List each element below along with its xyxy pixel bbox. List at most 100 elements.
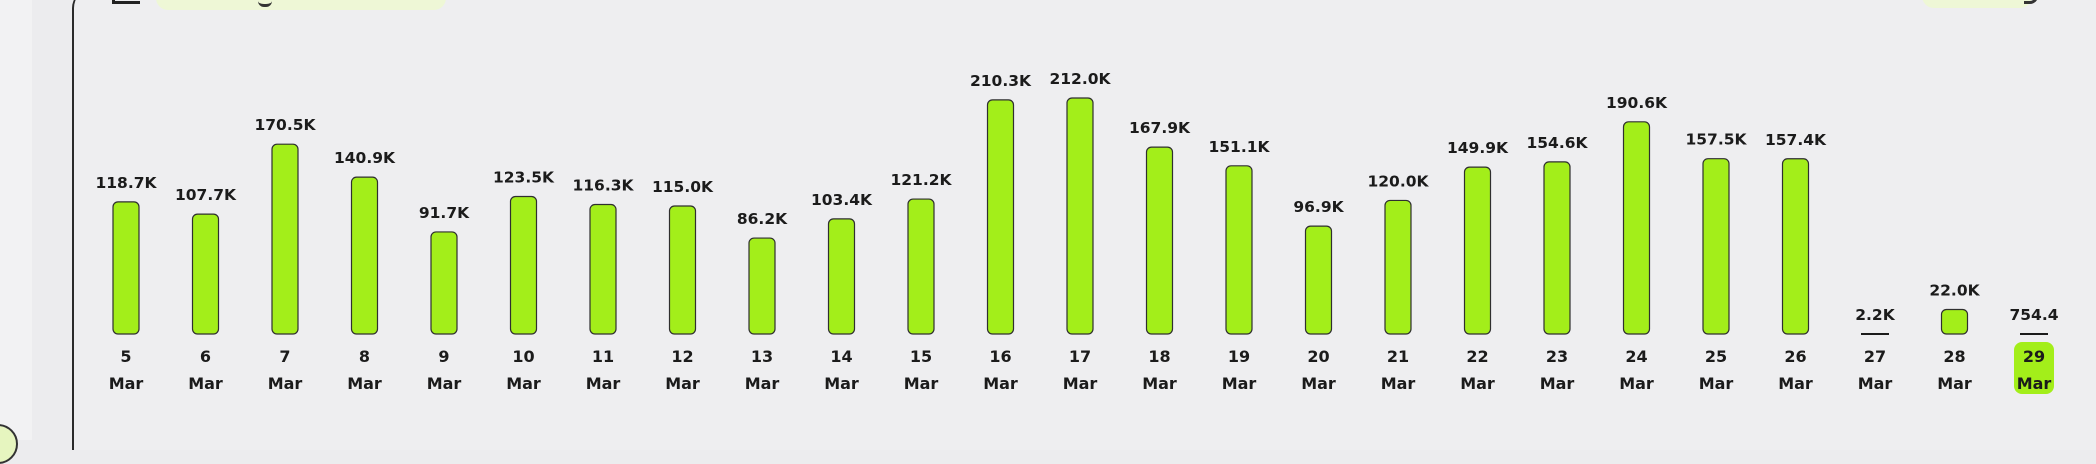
bar[interactable] bbox=[1622, 121, 1651, 335]
data-label: 212.0K bbox=[1049, 70, 1111, 88]
bar[interactable] bbox=[191, 213, 220, 335]
x-tick-label[interactable]: 24 bbox=[1625, 347, 1647, 366]
chart-title-glyph bbox=[258, 0, 272, 7]
x-tick-month-label: Mar bbox=[586, 374, 621, 393]
x-tick-label[interactable]: 9 bbox=[438, 347, 449, 366]
bar[interactable] bbox=[1781, 158, 1810, 335]
x-tick-month-label: Mar bbox=[1142, 374, 1177, 393]
x-tick-month-label: Mar bbox=[665, 374, 700, 393]
x-tick-month-label: Mar bbox=[1778, 374, 1813, 393]
data-label: 121.2K bbox=[890, 171, 952, 189]
x-tick-month-label: Mar bbox=[1699, 374, 1734, 393]
bar[interactable] bbox=[986, 99, 1015, 335]
data-label: 190.6K bbox=[1606, 94, 1668, 112]
x-tick-label[interactable]: 15 bbox=[910, 347, 932, 366]
data-label: 2.2K bbox=[1855, 306, 1895, 324]
x-tick-label[interactable]: 10 bbox=[512, 347, 534, 366]
bar[interactable] bbox=[1463, 166, 1492, 335]
data-label: 115.0K bbox=[652, 178, 714, 196]
x-tick-month-label: Mar bbox=[2017, 374, 2052, 393]
x-tick-label[interactable]: 17 bbox=[1069, 347, 1091, 366]
x-tick-month-label: Mar bbox=[1222, 374, 1257, 393]
x-tick-month-label: Mar bbox=[1301, 374, 1336, 393]
x-tick-label[interactable]: 19 bbox=[1228, 347, 1250, 366]
data-label: 86.2K bbox=[737, 210, 788, 228]
x-tick-month-label: Mar bbox=[427, 374, 462, 393]
x-tick-label[interactable]: 14 bbox=[830, 347, 852, 366]
bar[interactable] bbox=[509, 195, 538, 335]
data-label: 22.0K bbox=[1929, 282, 1980, 300]
x-tick-month-label: Mar bbox=[109, 374, 144, 393]
x-tick-label[interactable]: 20 bbox=[1307, 347, 1329, 366]
bar[interactable] bbox=[668, 205, 697, 335]
data-label: 157.4K bbox=[1765, 131, 1827, 149]
bar[interactable] bbox=[1225, 165, 1253, 335]
range-selector-pill[interactable] bbox=[1922, 0, 2032, 8]
data-label: 170.5K bbox=[254, 116, 316, 134]
data-label: 118.7K bbox=[95, 174, 157, 192]
x-tick-label[interactable]: 12 bbox=[671, 347, 693, 366]
daily-bar-chart: 118.7K 5 Mar 107.7K 6 Mar 170.5K 7 Mar 140.9K 8 Mar… bbox=[95, 70, 2059, 394]
x-tick-month-label: Mar bbox=[824, 374, 859, 393]
bar[interactable] bbox=[827, 218, 856, 335]
data-label: 91.7K bbox=[419, 204, 470, 222]
data-label: 123.5K bbox=[493, 169, 555, 187]
x-tick-month-label: Mar bbox=[188, 374, 223, 393]
bar[interactable] bbox=[1066, 97, 1094, 335]
x-tick-month-label: Mar bbox=[506, 374, 541, 393]
x-tick-month-label: Mar bbox=[1937, 374, 1972, 393]
bar[interactable] bbox=[589, 203, 617, 335]
x-tick-label[interactable]: 25 bbox=[1705, 347, 1727, 366]
x-tick-month-label: Mar bbox=[1460, 374, 1495, 393]
x-tick-label[interactable]: 18 bbox=[1148, 347, 1170, 366]
data-label: 210.3K bbox=[970, 72, 1032, 90]
data-label: 103.4K bbox=[811, 191, 873, 209]
data-label: 96.9K bbox=[1293, 198, 1344, 216]
x-tick-label[interactable]: 27 bbox=[1864, 347, 1886, 366]
bar[interactable] bbox=[748, 237, 776, 335]
x-tick-label[interactable]: 21 bbox=[1387, 347, 1409, 366]
data-label: 107.7K bbox=[175, 186, 237, 204]
bar[interactable] bbox=[112, 201, 140, 335]
bar[interactable] bbox=[430, 231, 458, 335]
x-tick-month-label: Mar bbox=[1381, 374, 1416, 393]
data-label: 154.6K bbox=[1526, 134, 1588, 152]
bar[interactable] bbox=[1145, 146, 1174, 335]
data-label: 167.9K bbox=[1129, 119, 1191, 137]
bar[interactable] bbox=[350, 176, 379, 335]
x-tick-label[interactable]: 29 bbox=[2023, 347, 2045, 366]
x-tick-month-label: Mar bbox=[904, 374, 939, 393]
x-tick-label[interactable]: 11 bbox=[592, 347, 614, 366]
data-label: 149.9K bbox=[1447, 139, 1509, 157]
x-tick-label[interactable]: 5 bbox=[120, 347, 131, 366]
data-label: 754.4 bbox=[2009, 306, 2058, 324]
data-label: 157.5K bbox=[1685, 131, 1747, 149]
chart-title-pill bbox=[156, 0, 446, 10]
x-tick-label[interactable]: 26 bbox=[1784, 347, 1806, 366]
bar[interactable] bbox=[1384, 199, 1412, 335]
data-label: 116.3K bbox=[572, 177, 634, 195]
bar[interactable] bbox=[271, 143, 299, 335]
x-tick-month-label: Mar bbox=[1063, 374, 1098, 393]
x-tick-month-label: Mar bbox=[1619, 374, 1654, 393]
x-tick-label[interactable]: 7 bbox=[279, 347, 290, 366]
bar[interactable] bbox=[907, 198, 935, 335]
x-tick-label[interactable]: 22 bbox=[1466, 347, 1488, 366]
x-tick-month-label: Mar bbox=[1858, 374, 1893, 393]
x-tick-label[interactable]: 6 bbox=[200, 347, 211, 366]
x-tick-month-label: Mar bbox=[1540, 374, 1575, 393]
data-label: 151.1K bbox=[1208, 138, 1270, 156]
x-tick-label[interactable]: 16 bbox=[989, 347, 1011, 366]
bar[interactable] bbox=[1702, 158, 1730, 335]
x-tick-label[interactable]: 23 bbox=[1546, 347, 1568, 366]
x-tick-label[interactable]: 13 bbox=[751, 347, 773, 366]
x-tick-label[interactable]: 8 bbox=[359, 347, 370, 366]
data-label: 120.0K bbox=[1367, 172, 1429, 190]
x-tick-month-label: Mar bbox=[745, 374, 780, 393]
x-tick-month-label: Mar bbox=[347, 374, 382, 393]
bar[interactable] bbox=[1940, 308, 1969, 335]
x-tick-label[interactable]: 28 bbox=[1943, 347, 1965, 366]
bar[interactable] bbox=[1543, 161, 1571, 335]
data-label: 140.9K bbox=[334, 149, 396, 167]
bar[interactable] bbox=[1304, 225, 1333, 335]
